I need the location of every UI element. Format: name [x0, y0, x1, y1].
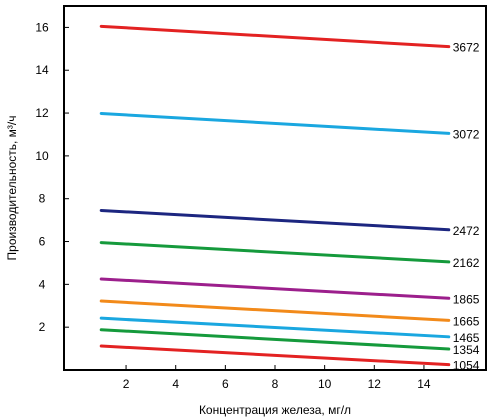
- y-tick-label: 2: [39, 320, 46, 334]
- y-tick-label: 10: [35, 149, 49, 163]
- series-label-3072: 3072: [453, 127, 480, 141]
- x-tick-label: 4: [172, 377, 179, 391]
- y-axis-title: Производительность, м³/ч: [5, 116, 19, 261]
- series-line-1665: [99, 299, 451, 322]
- plot-area-frame: [63, 5, 487, 371]
- y-axis-ticks: 2 4 6 8 10 12 14 16: [35, 20, 69, 334]
- series-label-2472: 2472: [453, 224, 480, 238]
- series-label-1354: 1354: [453, 343, 480, 357]
- series-line-2162: [99, 241, 451, 264]
- x-tick-label: 12: [368, 377, 382, 391]
- y-tick-label: 12: [35, 106, 49, 120]
- series-label-3672: 3672: [453, 41, 480, 55]
- x-axis-ticks: 2 4 6 8 10 12 14: [123, 365, 431, 391]
- y-tick-label: 14: [35, 63, 49, 77]
- y-tick-label: 16: [35, 20, 49, 34]
- series-label-1865: 1865: [453, 292, 480, 306]
- series-lines: [99, 24, 451, 367]
- x-tick-label: 6: [222, 377, 229, 391]
- series-label-1465: 1465: [453, 331, 480, 345]
- series-line-3072: [99, 111, 451, 135]
- x-tick-label: 14: [417, 377, 431, 391]
- x-tick-label: 2: [123, 377, 130, 391]
- x-tick-label: 8: [272, 377, 279, 391]
- series-line-1465: [99, 316, 451, 339]
- series-label-2162: 2162: [453, 256, 480, 270]
- series-line-2472: [99, 208, 451, 232]
- x-tick-label: 10: [318, 377, 332, 391]
- series-line-3672: [99, 24, 451, 49]
- series-line-1054: [99, 344, 451, 367]
- y-tick-label: 8: [39, 192, 46, 206]
- x-axis-title: Концентрация железа, мг/л: [199, 403, 351, 417]
- series-line-1354: [99, 328, 451, 351]
- y-tick-label: 6: [39, 235, 46, 249]
- series-label-1665: 1665: [453, 314, 480, 328]
- series-label-1054: 1054: [453, 359, 480, 373]
- series-line-1865: [99, 277, 451, 300]
- y-tick-label: 4: [39, 277, 46, 291]
